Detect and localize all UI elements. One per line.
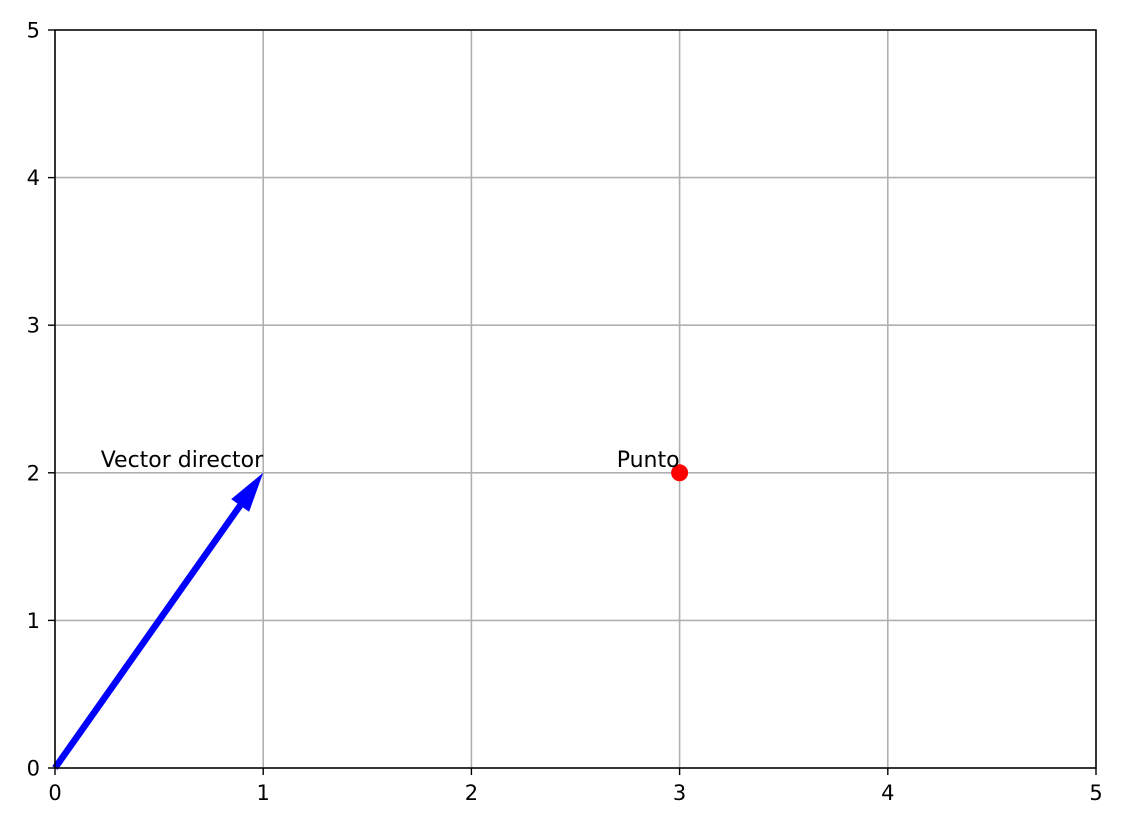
y-tick-label: 1 (27, 609, 40, 633)
y-tick-label: 3 (27, 314, 40, 338)
x-tick-label: 1 (257, 781, 270, 805)
x-tick-label: 0 (48, 781, 61, 805)
y-tick-label: 4 (27, 166, 40, 190)
vector-director-arrow (52, 472, 264, 770)
axis-ticks: 0 1 2 3 4 5 0 1 2 3 4 5 (27, 19, 1103, 806)
point-punto-marker (671, 464, 689, 482)
x-tick-label: 3 (673, 781, 686, 805)
y-tick-label: 0 (27, 757, 40, 781)
plot-data (52, 464, 689, 770)
axes-frame (54, 29, 1097, 769)
x-tick-label: 4 (881, 781, 894, 805)
x-tick-label: 2 (465, 781, 478, 805)
annotations: Vector director Punto (101, 448, 680, 473)
x-tick-label: 5 (1089, 781, 1102, 805)
vector-director-label: Vector director (101, 448, 264, 473)
y-tick-label: 2 (27, 461, 40, 485)
y-tick-label: 5 (27, 19, 40, 43)
point-punto-label: Punto (617, 448, 680, 473)
